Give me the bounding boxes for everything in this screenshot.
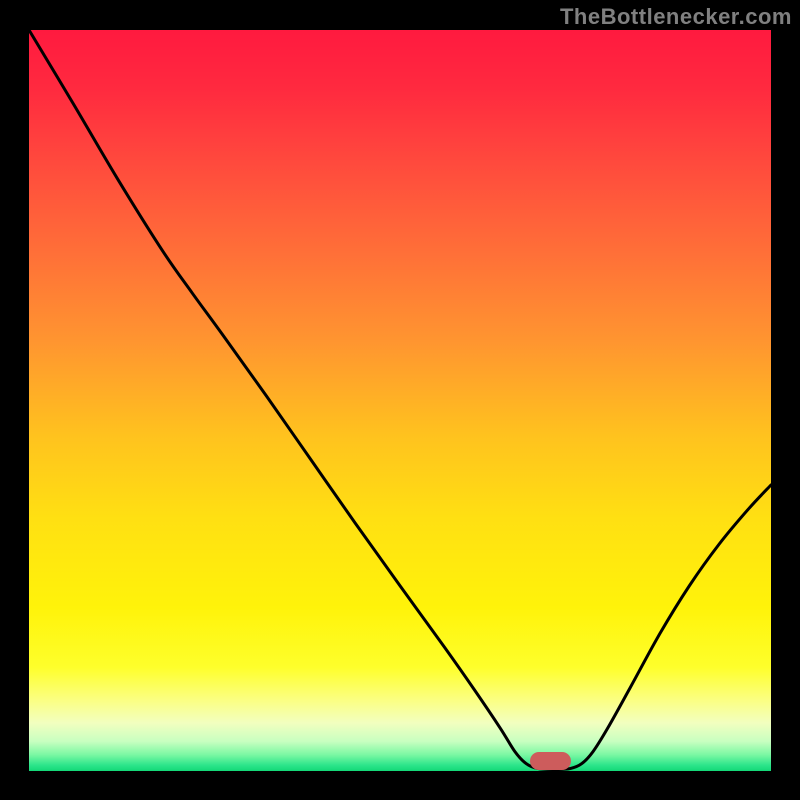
watermark-text: TheBottlenecker.com bbox=[560, 4, 792, 30]
stage: TheBottlenecker.com bbox=[0, 0, 800, 800]
plot-area bbox=[29, 30, 771, 771]
plot-svg bbox=[29, 30, 771, 771]
gradient-background bbox=[29, 30, 771, 771]
optimal-marker bbox=[530, 752, 571, 770]
